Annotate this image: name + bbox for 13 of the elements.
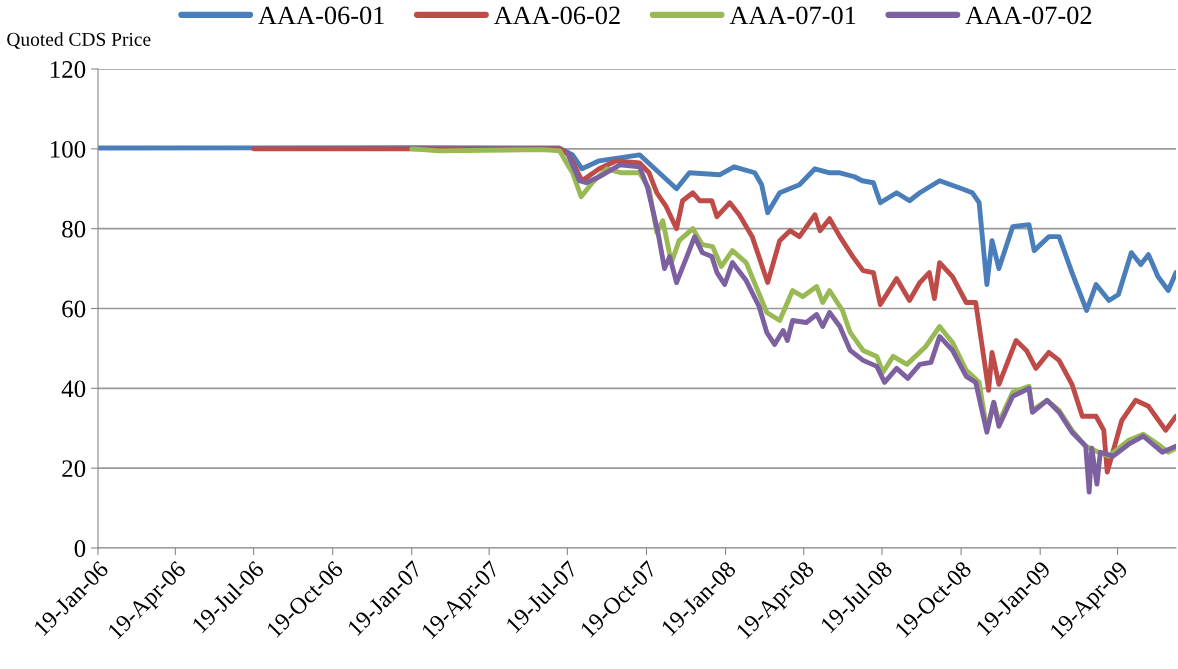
legend-label: AAA-07-01 [729,6,856,25]
y-tick-label: 40 [61,380,86,398]
y-tick-label: 60 [62,300,86,318]
y-tick-label: 100 [50,140,86,158]
y-axis-title: Quoted CDS Price [7,32,151,49]
y-tick-label: 80 [62,220,86,238]
y-tick-label: 120 [50,61,86,78]
legend-label: AAA-06-01 [258,6,384,25]
y-tick-label: 0 [74,540,86,557]
y-tick-label: 20 [62,460,86,478]
legend-label: AAA-06-02 [493,6,620,25]
line-series [564,150,1176,495]
legend-label: AAA-07-02 [965,6,1092,25]
